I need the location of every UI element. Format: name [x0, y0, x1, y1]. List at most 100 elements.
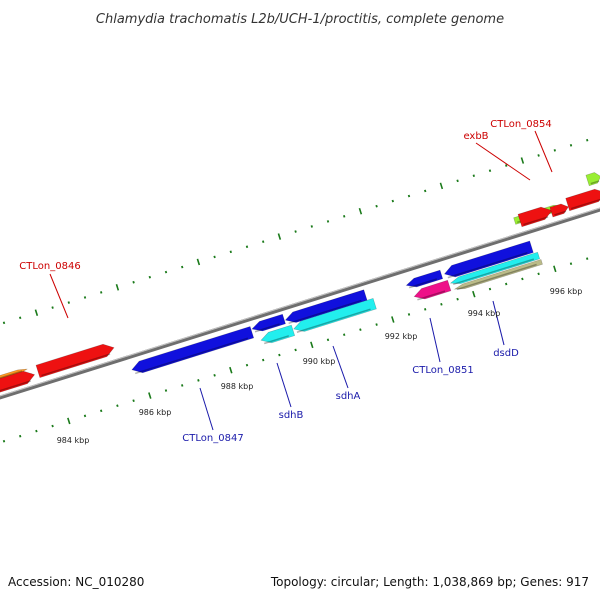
upper-scale-tick	[100, 291, 103, 294]
upper-scale-tick	[19, 316, 22, 320]
lower-scale-tick	[100, 409, 103, 413]
upper-scale-tick	[34, 309, 39, 316]
upper-scale-tick	[262, 240, 265, 243]
upper-scale-tick	[148, 275, 151, 279]
gene-label-ctlon-0847: CTLon_0847	[182, 433, 243, 444]
gene-ctlon-0847	[131, 326, 255, 374]
upper-scale-tick	[115, 284, 120, 291]
gene-label-sdhb: sdhB	[279, 410, 304, 421]
lower-scale-tick	[375, 323, 378, 326]
lower-scale-tick	[343, 333, 346, 337]
leader-ctlon-0854	[534, 130, 553, 173]
gene-ctlon-0851-shade	[417, 290, 446, 301]
gene-label-exbb: exbB	[463, 131, 488, 142]
upper-scale-tick	[294, 230, 297, 233]
gene-sdhb-cyan	[260, 324, 296, 344]
lower-scale-tick	[229, 366, 233, 374]
lower-scale-tick	[19, 434, 22, 438]
lower-scale-tick	[407, 313, 411, 316]
upper-scale-tick	[520, 157, 525, 164]
upper-scale-tick	[164, 270, 168, 274]
upper-scale-tick	[326, 220, 330, 223]
lower-scale-tick	[586, 257, 589, 260]
gene-red-b	[549, 203, 569, 218]
gene-ctlon-0846-shade	[41, 353, 111, 377]
gene-orange-shade	[0, 370, 23, 379]
upper-scale-tick	[132, 280, 135, 284]
gene-sdha-blue-shade	[288, 299, 362, 325]
gene-ctlon-0847-shade	[135, 337, 249, 375]
lower-scale-tick	[164, 389, 168, 392]
leader-ctlon-0846	[49, 273, 69, 319]
gene-sdha-cyan	[293, 298, 377, 332]
upper-scale-tick	[83, 296, 87, 299]
leader-ctlon-0847	[199, 387, 214, 431]
upper-scale-tick	[586, 138, 589, 142]
lower-scale-tick	[132, 399, 135, 402]
lower-scale-tick	[51, 424, 54, 428]
upper-scale-tick	[67, 301, 70, 304]
lower-scale-tick	[278, 353, 281, 357]
upper-scale-tick	[456, 179, 459, 183]
genome-backbone	[0, 207, 600, 400]
scale-label-994kbp: 994 kbp	[468, 309, 501, 318]
lower-scale-tick	[472, 290, 476, 298]
lower-scale-tick	[262, 358, 265, 362]
gene-cyan-long-shade	[452, 258, 535, 286]
leader-exbb	[475, 142, 531, 181]
lower-scale-tick	[148, 392, 152, 399]
upper-scale-tick	[553, 149, 556, 152]
leader-sdhb	[276, 362, 292, 408]
scale-label-996kbp: 996 kbp	[550, 287, 583, 296]
gene-label-ctlon-0851: CTLon_0851	[412, 365, 473, 376]
lower-scale-tick	[326, 338, 330, 342]
upper-scale-tick	[229, 250, 232, 254]
gene-cyan-long	[449, 251, 541, 284]
scale-label-988kbp: 988 kbp	[221, 382, 254, 391]
leader-ctlon-0851	[429, 317, 441, 363]
lower-scale-tick	[83, 414, 87, 418]
gene-label-ctlon-0854: CTLon_0854	[490, 119, 551, 130]
gene-lime-right	[585, 172, 600, 187]
leader-sdha	[332, 345, 349, 389]
lower-scale-tick	[245, 363, 249, 367]
upper-scale-tick	[245, 245, 249, 249]
lower-scale-tick	[2, 439, 6, 443]
gene-features	[0, 172, 600, 393]
lower-scale-tick	[537, 272, 540, 276]
lower-scale-tick	[310, 341, 314, 349]
upper-scale-tick	[569, 143, 573, 147]
gene-sdhb-blue	[251, 313, 286, 332]
scale-label-984kbp: 984 kbp	[57, 436, 90, 445]
gene-blue-0849	[405, 269, 444, 288]
upper-scale-tick	[488, 169, 492, 172]
gene-lime-right-shade	[590, 180, 600, 185]
upper-scale-tick	[407, 194, 411, 198]
gene-label-sdha: sdhA	[336, 391, 361, 402]
gene-dsdd-khaki	[453, 259, 543, 290]
gene-label-ctlon-0846: CTLon_0846	[19, 261, 80, 272]
upper-scale-tick	[343, 214, 346, 218]
scale-label-986kbp: 986 kbp	[139, 408, 172, 417]
upper-scale-tick	[391, 199, 394, 203]
gene-red-a-shade	[523, 216, 549, 226]
lower-scale-tick	[67, 417, 71, 425]
lower-scale-tick	[197, 379, 200, 382]
upper-scale-tick	[2, 321, 6, 325]
lower-scale-tick	[35, 429, 38, 433]
lower-scale-tick	[294, 348, 297, 352]
lower-scale-tick	[424, 308, 427, 311]
gene-red-c-shade	[570, 198, 600, 210]
label-leader-lines	[49, 130, 553, 431]
gene-sdhb-blue-shade	[254, 323, 280, 333]
tick-marks	[2, 138, 589, 443]
upper-scale-tick	[196, 258, 201, 266]
gene-sdha-cyan-shade	[296, 308, 371, 333]
lower-scale-tick	[116, 404, 119, 408]
lower-scale-tick	[391, 316, 395, 323]
gene-blue-0849-shade	[409, 278, 438, 289]
leader-dsdd	[492, 300, 505, 346]
upper-scale-tick	[181, 265, 184, 269]
gene-sdha-blue	[284, 289, 368, 323]
